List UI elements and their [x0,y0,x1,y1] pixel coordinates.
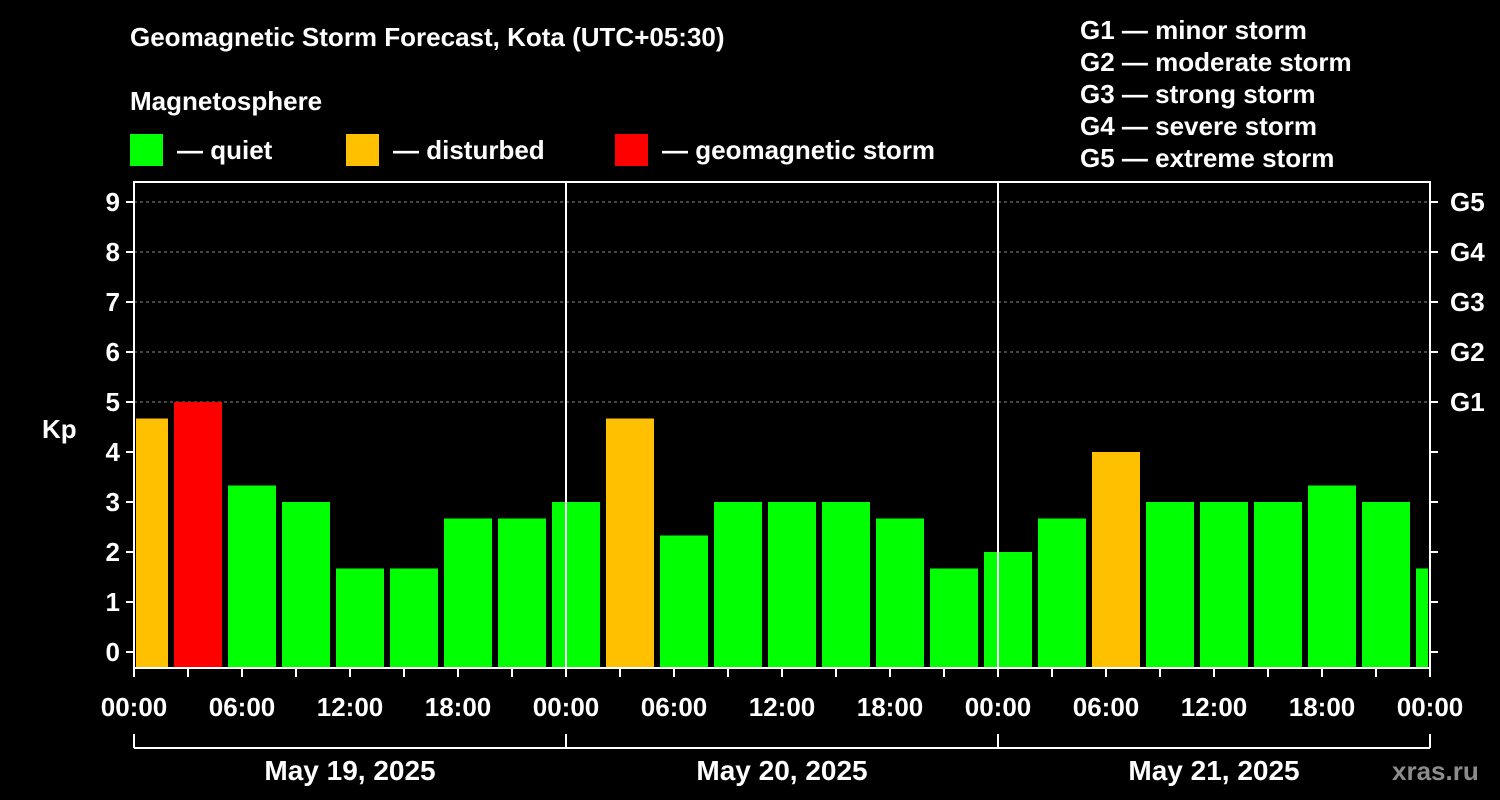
bar-23 [1362,502,1410,668]
g-label-G2: G2 [1450,337,1485,367]
legend-storm: — geomagnetic storm [615,134,935,166]
storm-scale-g4: G4 — severe storm [1080,111,1318,141]
bar-21 [1254,502,1302,668]
disturbed-swatch [346,134,379,166]
bar-18 [1092,452,1140,668]
x-tick-label-3: 18:00 [425,692,492,722]
x-tick-label-4: 00:00 [533,692,600,722]
x-tick-label-7: 18:00 [857,692,924,722]
day-label-2: May 21, 2025 [1128,755,1299,786]
x-tick-label-8: 00:00 [965,692,1032,722]
y-tick-label-6: 6 [106,337,120,367]
bar-16 [984,552,1032,668]
y-tick-label-0: 0 [106,637,120,667]
legend-disturbed-label: — disturbed [393,134,545,165]
bar-5 [390,568,438,668]
chart-title: Geomagnetic Storm Forecast, Kota (UTC+05… [130,22,725,52]
bar-14 [876,518,924,668]
x-tick-label-10: 12:00 [1181,692,1248,722]
y-tick-label-1: 1 [106,587,120,617]
legend-quiet-label: — quiet [177,134,273,165]
g-label-G5: G5 [1450,187,1485,217]
y-tick-label-8: 8 [106,237,120,267]
storm-scale-g1: G1 — minor storm [1080,15,1307,45]
x-tick-label-2: 12:00 [317,692,384,722]
storm-scale-g2: G2 — moderate storm [1080,47,1352,77]
legend-quiet: — quiet [130,134,272,166]
bar-10 [660,535,708,668]
storm-swatch [615,134,648,166]
bars [136,402,1428,668]
bar-3 [282,502,330,668]
watermark: xras.ru [1392,756,1479,786]
y-tick-label-2: 2 [106,537,120,567]
bar-17 [1038,518,1086,668]
legend-disturbed: — disturbed [346,134,545,166]
x-tick-label-11: 18:00 [1289,692,1356,722]
day-label-1: May 20, 2025 [696,755,867,786]
x-tick-label-6: 12:00 [749,692,816,722]
x-tick-label-5: 06:00 [641,692,708,722]
quiet-swatch [130,134,163,166]
x-tick-label-0: 00:00 [101,692,168,722]
legend-storm-label: — geomagnetic storm [662,134,936,165]
bar-2 [228,485,276,668]
day-label-0: May 19, 2025 [264,755,435,786]
y-tick-label-5: 5 [106,387,120,417]
g-label-G1: G1 [1450,387,1485,417]
storm-scale-g3: G3 — strong storm [1080,79,1316,109]
storm-scale-g5: G5 — extreme storm [1080,143,1335,173]
bar-8 [552,502,600,668]
bar-15 [930,568,978,668]
axis-labels: 0 1 2 3 4 5 6 7 8 9 G1 G2 G3 G4 G5 Kp 00:00 06:00 12:00 18:… [42,187,1485,786]
y-tick-label-7: 7 [106,287,120,317]
bar-11 [714,502,762,668]
y-tick-label-4: 4 [106,437,121,467]
bar-7 [498,518,546,668]
bar-9 [606,418,654,668]
y-tick-label-3: 3 [106,487,120,517]
y-axis-label: Kp [42,414,77,444]
bar-13 [822,502,870,668]
bar-1 [174,402,222,668]
storm-scale-list: G1 — minor storm G2 — moderate storm G3 … [1080,14,1352,174]
x-tick-label-1: 06:00 [209,692,276,722]
bar-20 [1200,502,1248,668]
bar-4 [336,568,384,668]
bar-12 [768,502,816,668]
g-label-G3: G3 [1450,287,1485,317]
magnetosphere-heading: Magnetosphere [130,86,323,116]
bar-22 [1308,485,1356,668]
bar-6 [444,518,492,668]
bar-0 [136,418,168,668]
x-tick-label-9: 06:00 [1073,692,1140,722]
g-label-G4: G4 [1450,237,1485,267]
bar-24 [1416,568,1428,668]
x-tick-label-12: 00:00 [1397,692,1464,722]
y-tick-label-9: 9 [106,187,120,217]
grid-lines [134,201,1430,403]
bar-19 [1146,502,1194,668]
axes [126,181,1438,749]
